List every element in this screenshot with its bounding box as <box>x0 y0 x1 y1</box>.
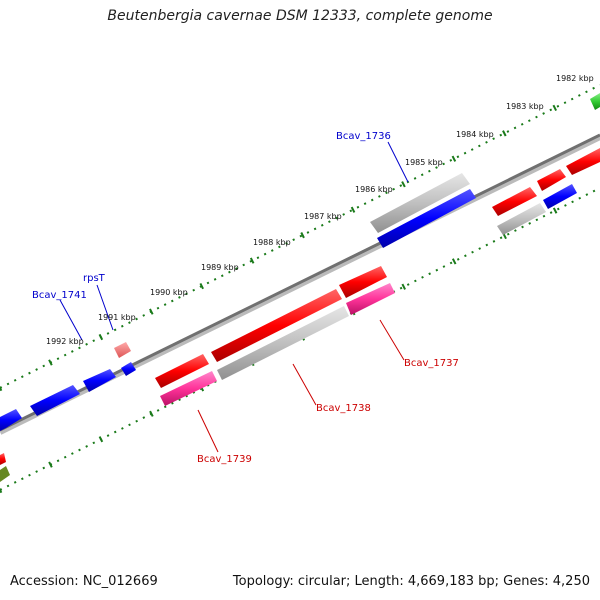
gene-red-upper-right-3[interactable] <box>566 148 600 175</box>
ruler-tick-labels: 1982 kbp 1983 kbp 1984 kbp 1985 kbp 1986… <box>46 74 594 346</box>
genome-summary: Topology: circular; Length: 4,669,183 bp… <box>232 574 590 589</box>
gene-bcav-1736[interactable] <box>377 189 476 248</box>
gene-grey-upper-right[interactable] <box>497 203 546 235</box>
ruler-major-tick <box>149 308 154 315</box>
ruler-major-tick <box>552 207 558 214</box>
gene-label-rpst[interactable]: rpsT <box>83 273 106 284</box>
gene-label-bcav-1739[interactable]: Bcav_1739 <box>197 454 252 465</box>
ruler-major-tick <box>401 283 406 290</box>
tick-label: 1987 kbp <box>304 212 342 221</box>
gene-red-upper-right-1[interactable] <box>492 187 537 216</box>
tick-label: 1982 kbp <box>556 74 594 83</box>
gene-red-center-1[interactable] <box>155 354 209 388</box>
gene-blue-upper-right[interactable] <box>543 184 577 209</box>
ruler-major-tick <box>451 155 457 162</box>
gene-red-center-2[interactable] <box>211 289 342 362</box>
accession-label: Accession: NC_012669 <box>10 574 158 589</box>
ruler-major-tick <box>48 461 53 468</box>
gene-bcav-1739[interactable] <box>160 371 217 406</box>
gene-rpst[interactable] <box>114 342 131 358</box>
gene-blue-left-1[interactable] <box>0 409 22 431</box>
tick-label: 1984 kbp <box>456 130 494 139</box>
gene-labels: Bcav_1736 rpsT Bcav_1741 Bcav_1737 Bcav_… <box>32 131 459 465</box>
ruler-major-tick <box>502 130 507 137</box>
gene-bcav-1738[interactable] <box>217 306 349 380</box>
gene-label-bcav-1738[interactable]: Bcav_1738 <box>316 403 371 414</box>
gene-blue-left-4[interactable] <box>121 362 136 376</box>
gene-olive-far-left[interactable] <box>0 466 10 482</box>
tick-label: 1985 kbp <box>405 158 443 167</box>
gene-red-far-left[interactable] <box>0 453 6 465</box>
ruler-major-tick <box>48 359 53 366</box>
gene-bcav-1736-upper[interactable] <box>370 173 470 233</box>
label-leaders <box>59 141 409 453</box>
ruler-major-tick <box>149 410 154 417</box>
ruler-major-tick <box>401 181 406 188</box>
tick-label: 1990 kbp <box>150 288 188 297</box>
reverse-strand-features <box>0 266 395 482</box>
tick-label: 1988 kbp <box>253 238 291 247</box>
ruler-major-tick <box>451 258 457 265</box>
ruler-major-tick <box>98 333 104 341</box>
ruler-outer <box>0 84 600 389</box>
gene-bcav-1741[interactable] <box>30 385 80 416</box>
tick-label: 1986 kbp <box>355 185 393 194</box>
ruler-major-tick <box>300 232 305 239</box>
ruler-major-tick <box>0 385 3 392</box>
gene-green-top[interactable] <box>590 93 600 110</box>
gene-label-bcav-1736[interactable]: Bcav_1736 <box>336 131 391 142</box>
gene-blue-left-3[interactable] <box>83 369 116 392</box>
ruler-major-tick <box>350 206 356 213</box>
gene-red-upper-right-2[interactable] <box>537 169 566 191</box>
gene-red-center-3[interactable] <box>339 266 387 298</box>
gene-bcav-1737[interactable] <box>346 283 395 315</box>
tick-label: 1992 kbp <box>46 337 84 346</box>
tick-label: 1991 kbp <box>98 313 136 322</box>
ruler-major-tick <box>98 436 104 443</box>
tick-label: 1983 kbp <box>506 102 544 111</box>
gene-label-bcav-1741[interactable]: Bcav_1741 <box>32 290 87 301</box>
tick-label: 1989 kbp <box>201 263 239 272</box>
gene-label-bcav-1737[interactable]: Bcav_1737 <box>404 358 459 369</box>
ruler-major-tick <box>199 282 204 290</box>
ruler-major-tick <box>552 104 558 111</box>
ruler-major-tick <box>0 487 3 494</box>
forward-strand-features <box>0 93 600 431</box>
ruler-major-tick <box>249 257 255 264</box>
map-title: Beutenbergia cavernae DSM 12333, complet… <box>107 8 493 24</box>
